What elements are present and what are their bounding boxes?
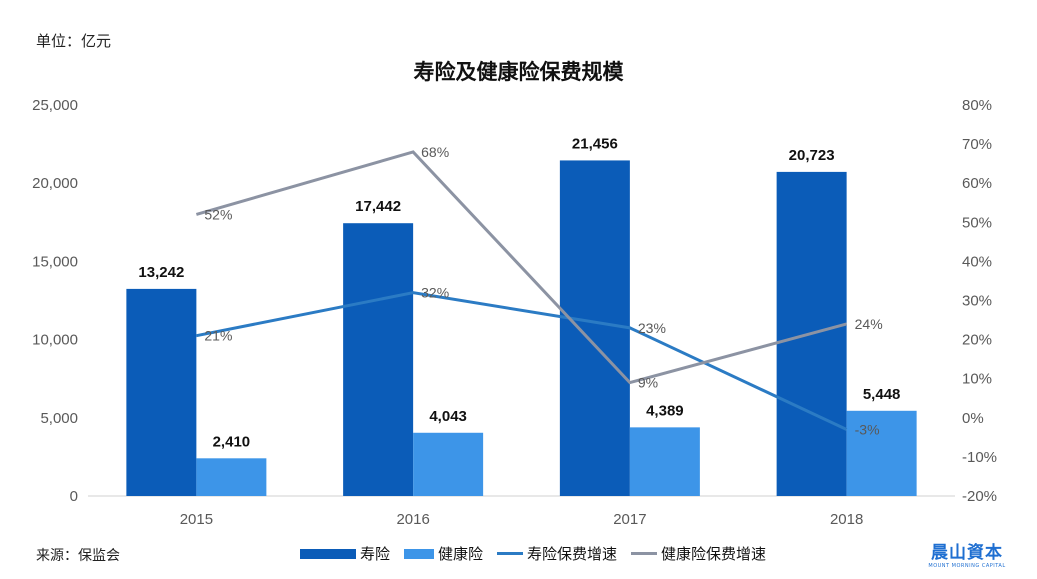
x-tick-label: 2016	[396, 511, 429, 528]
x-tick-label: 2018	[830, 511, 863, 528]
bar-health-label: 4,043	[429, 408, 467, 425]
y2-tick-label: 40%	[962, 253, 992, 270]
brand-logo: 晨山資本 MOUNT MORNING CAPITAL	[922, 538, 1012, 569]
y2-tick-label: -10%	[962, 449, 997, 466]
bar-life-label: 13,242	[138, 264, 184, 281]
y2-tick-label: 80%	[962, 97, 992, 114]
line-life-growth-label: 23%	[638, 320, 666, 336]
y2-tick-label: 10%	[962, 371, 992, 388]
legend-swatch-health	[404, 548, 435, 559]
bar-health	[629, 427, 700, 496]
y-tick-label: 20,000	[32, 175, 78, 192]
line-health-growth-label: 52%	[204, 206, 232, 222]
chart-title: 寿险及健康险保费规模	[413, 60, 624, 84]
bar-health-label: 2,410	[213, 433, 251, 450]
line-life-growth-label: 21%	[204, 328, 232, 344]
legend-label-life-growth: 寿险保费增速	[527, 545, 618, 563]
y2-tick-label: 50%	[962, 214, 992, 231]
y2-tick-label: 0%	[962, 410, 984, 427]
bar-health	[413, 432, 484, 496]
legend: 寿险 健康险 寿险保费增速 健康险保费增速	[300, 543, 774, 564]
line-health-growth-label: 68%	[421, 144, 449, 160]
legend-label-health-growth: 健康险保费增速	[661, 545, 767, 563]
bar-life	[559, 160, 630, 496]
legend-swatch-life-growth	[497, 552, 524, 555]
line-life-growth-label: 32%	[421, 285, 449, 301]
bar-health-label: 5,448	[863, 386, 901, 403]
legend-label-life: 寿险	[360, 545, 391, 563]
legend-item-health: 健康险	[404, 543, 483, 564]
y2-tick-label: 70%	[962, 136, 992, 153]
legend-item-health-growth: 健康险保费增速	[631, 543, 766, 564]
logo-text: 晨山資本	[931, 543, 1003, 563]
source-label: 来源：保监会	[36, 548, 120, 564]
bar-life-label: 20,723	[789, 147, 835, 164]
bar-life-label: 21,456	[572, 135, 618, 152]
legend-item-life-growth: 寿险保费增速	[497, 543, 617, 564]
y-tick-label: 25,000	[32, 97, 78, 114]
line-health-growth-label: 24%	[855, 316, 883, 332]
legend-item-life: 寿险	[300, 543, 390, 564]
bar-health	[846, 410, 917, 496]
y2-tick-label: 60%	[962, 175, 992, 192]
bar-life	[343, 223, 414, 496]
bar-life	[126, 288, 197, 496]
bar-life-label: 17,442	[355, 198, 401, 215]
y2-tick-label: 20%	[962, 332, 992, 349]
logo-subtext: MOUNT MORNING CAPITAL	[928, 563, 1006, 569]
legend-swatch-life	[300, 548, 356, 559]
x-tick-label: 2015	[180, 511, 213, 528]
line-health-growth-label: 9%	[638, 375, 658, 391]
y-tick-label: 15,000	[32, 253, 78, 270]
y-tick-label: 5,000	[40, 410, 78, 427]
y-tick-label: 10,000	[32, 332, 78, 349]
y2-tick-label: -20%	[962, 488, 997, 505]
line-life-growth	[196, 291, 848, 431]
bar-health-label: 4,389	[646, 402, 684, 419]
line-health-growth	[195, 150, 848, 385]
y2-tick-label: 30%	[962, 293, 992, 310]
y-tick-label: 0	[70, 488, 78, 505]
unit-label: 单位：亿元	[36, 32, 112, 50]
legend-swatch-health-growth	[631, 552, 658, 555]
line-life-growth-label: -3%	[855, 422, 880, 438]
x-tick-label: 2017	[613, 511, 646, 528]
legend-label-health: 健康险	[438, 545, 484, 563]
bar-health	[196, 458, 267, 496]
